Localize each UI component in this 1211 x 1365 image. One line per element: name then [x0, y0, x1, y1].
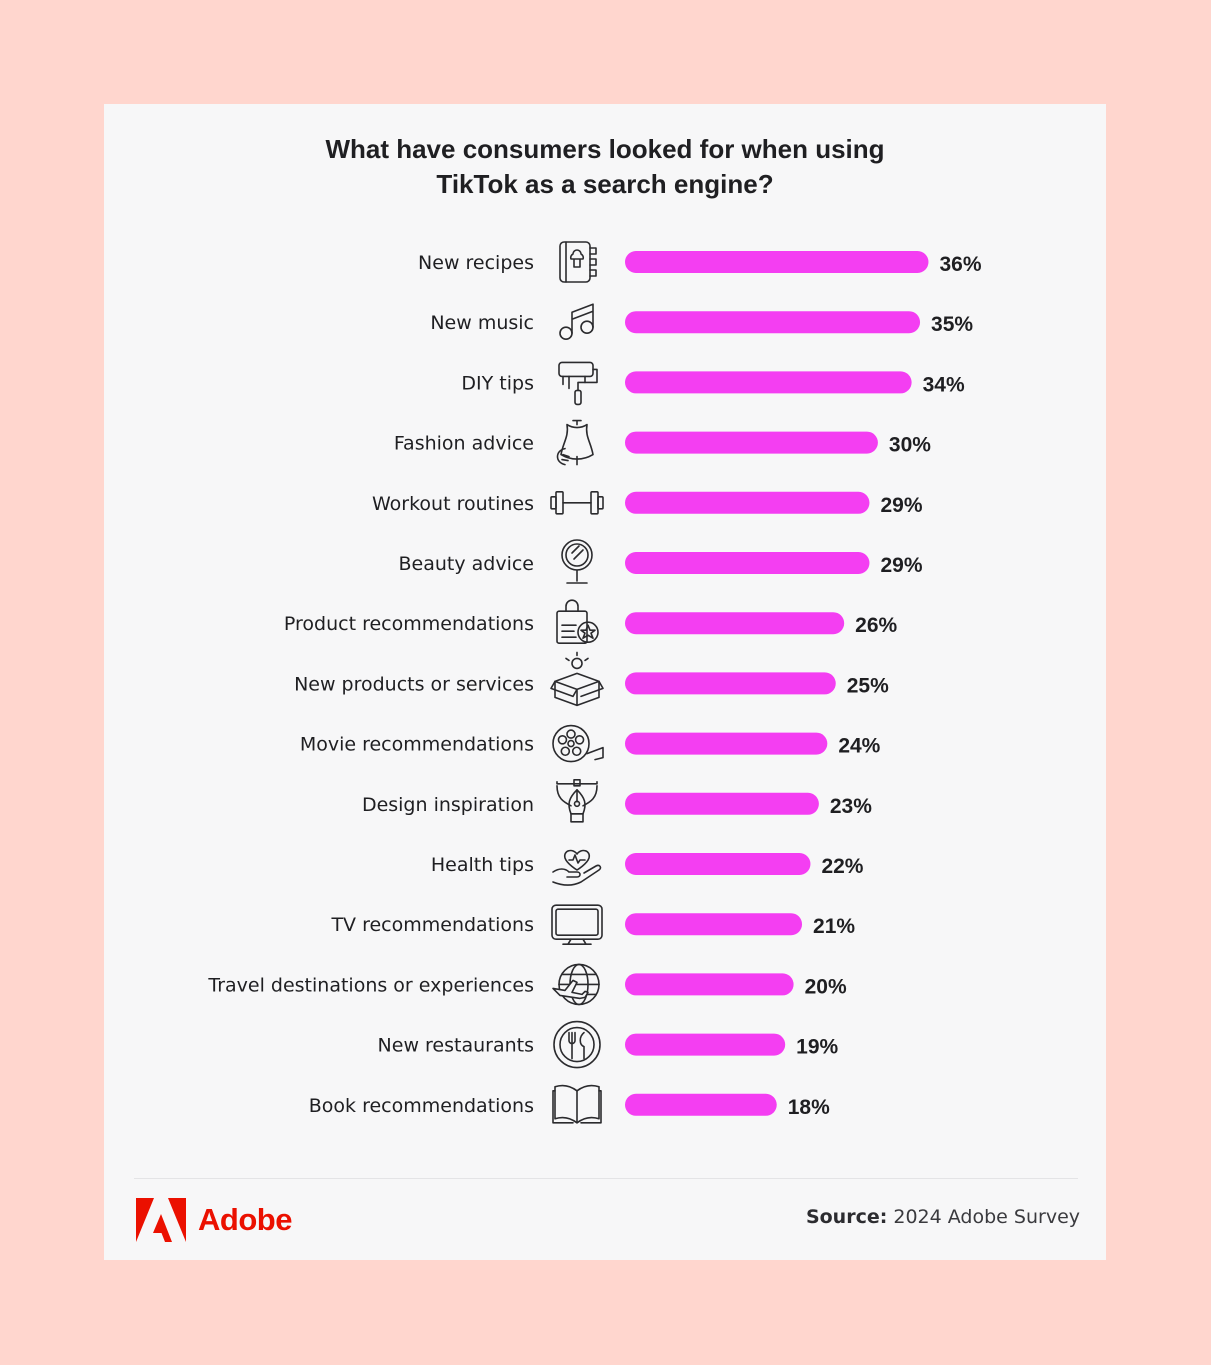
adobe-logo-icon	[136, 1198, 186, 1242]
value-label: 21%	[813, 915, 855, 938]
bar	[625, 251, 929, 273]
music-note-icon	[559, 303, 594, 340]
category-label: Book recommendations	[309, 1095, 534, 1117]
chart-row: Book recommendations 18%	[309, 1084, 830, 1124]
value-label: 34%	[923, 373, 965, 396]
shopping-bag-star-icon	[556, 599, 599, 645]
chart-row: New products or services 25%	[294, 651, 889, 707]
chart-row: Workout routines 29%	[372, 490, 923, 517]
paint-roller-icon	[558, 361, 598, 406]
bar	[625, 491, 870, 514]
category-label: New recipes	[418, 252, 534, 274]
category-label: New music	[430, 312, 534, 334]
bar	[625, 431, 878, 454]
value-label: 25%	[847, 674, 889, 697]
chart-row: Health tips 22%	[431, 849, 864, 886]
bar	[625, 1093, 777, 1116]
category-label: Product recommendations	[284, 613, 534, 635]
source-label: Source:	[805, 1206, 888, 1228]
dress-form-icon	[556, 419, 594, 466]
chart-row: New music 35%	[430, 303, 973, 340]
chart-row: Fashion advice 30%	[394, 419, 931, 466]
value-label: 20%	[805, 975, 847, 998]
chart-row: Travel destinations or experiences 20%	[207, 963, 847, 1006]
source-note: Source: 2024 Adobe Survey	[806, 1206, 1080, 1228]
mirror-icon	[561, 539, 593, 584]
category-label: Movie recommendations	[300, 734, 534, 756]
source-text: 2024 Adobe Survey	[893, 1206, 1080, 1228]
film-reel-icon	[552, 724, 604, 763]
hand-heart-icon	[552, 849, 602, 886]
chart-row: Product recommendations 26%	[284, 599, 898, 645]
chart-row: New restaurants 19%	[378, 1020, 839, 1069]
chart-title-line-1: What have consumers looked for when usin…	[325, 134, 885, 164]
bar	[625, 612, 845, 635]
chart-row: TV recommendations 21%	[330, 904, 855, 946]
open-book-icon	[552, 1084, 602, 1124]
value-label: 18%	[788, 1096, 830, 1119]
chart-row: DIY tips 34%	[461, 361, 965, 406]
chart-row: New recipes 36%	[418, 241, 982, 283]
category-label: Fashion advice	[394, 433, 534, 455]
bar	[625, 792, 819, 815]
value-label: 35%	[931, 313, 973, 336]
category-label: TV recommendations	[330, 914, 534, 936]
value-label: 29%	[880, 554, 922, 577]
chart-row: Design inspiration 23%	[362, 778, 872, 823]
value-label: 19%	[796, 1036, 838, 1059]
chart-row: Movie recommendations 24%	[300, 724, 881, 763]
bar	[625, 552, 870, 574]
chart-row: Beauty advice 29%	[398, 539, 923, 584]
chart-card: What have consumers looked for when usin…	[104, 104, 1106, 1260]
chart-title-line-2: TikTok as a search engine?	[436, 169, 774, 199]
globe-plane-icon	[552, 963, 600, 1006]
bar	[625, 672, 836, 695]
category-label: Design inspiration	[362, 794, 534, 816]
box-lightbulb-icon	[550, 651, 604, 707]
adobe-wordmark: Adobe	[198, 1202, 292, 1237]
chart-title: What have consumers looked for when usin…	[104, 132, 1106, 202]
adobe-logo: Adobe	[136, 1198, 292, 1242]
category-label: New restaurants	[378, 1035, 534, 1057]
bar	[625, 973, 794, 996]
category-label: DIY tips	[461, 372, 534, 394]
category-label: Beauty advice	[398, 553, 534, 575]
value-label: 23%	[830, 795, 872, 818]
recipe-book-icon	[559, 241, 597, 283]
dumbbell-icon	[550, 490, 604, 515]
category-label: Health tips	[431, 854, 534, 876]
value-label: 24%	[838, 735, 880, 758]
value-label: 29%	[880, 494, 922, 517]
bar-chart: New recipes 36% New music 35% DIY tips 34% Fas…	[207, 241, 982, 1124]
value-label: 22%	[821, 855, 863, 878]
category-label: New products or services	[294, 673, 534, 695]
bar	[625, 371, 912, 394]
bar	[625, 853, 811, 875]
value-label: 36%	[939, 253, 981, 276]
value-label: 30%	[889, 434, 931, 457]
category-label: Travel destinations or experiences	[207, 974, 534, 996]
footer-divider	[134, 1178, 1078, 1179]
plate-cutlery-icon	[553, 1020, 601, 1069]
bar	[625, 1033, 786, 1056]
bar	[625, 311, 921, 334]
value-label: 26%	[855, 614, 897, 637]
tv-icon	[551, 904, 603, 946]
bar	[625, 732, 828, 755]
pen-tool-icon	[556, 778, 598, 823]
category-label: Workout routines	[372, 493, 534, 515]
bar	[625, 913, 803, 936]
